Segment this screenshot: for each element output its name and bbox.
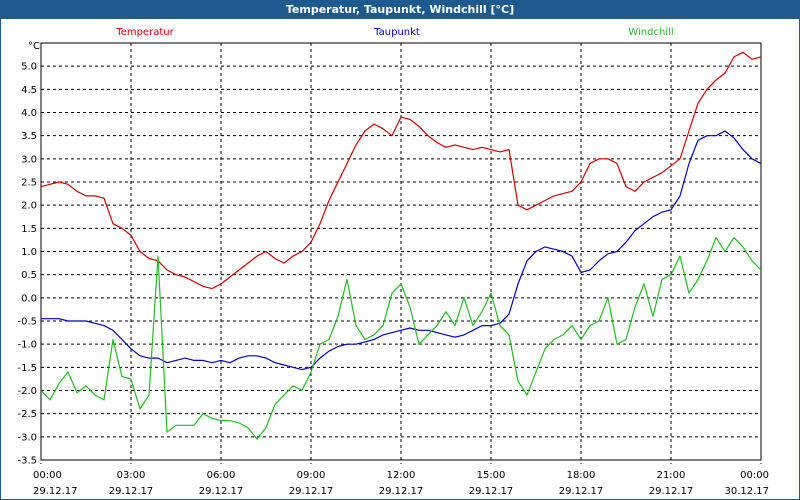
legend-windchill: Windchill [628,27,673,38]
x-axis-ticks: 00:00 29.12.17 03:00 29.12.17 06:00 29.12.17 0… [33,470,769,497]
x-tick-date-label: 29.12.17 [379,486,424,497]
x-tick-time-label: 00:00 [33,470,62,481]
y-tick-label: -2.5 [17,409,37,420]
x-tick-date-label: 29.12.17 [199,486,244,497]
y-tick-label: -2.0 [17,386,37,397]
legend-temperatur: Temperatur [115,27,174,38]
y-axis-ticks: -3.5 -3.0 -2.5 -2.0 -1.5 -1.0 -0.5 0.0 0.5 1.0 1.5… [17,62,37,467]
y-tick-label: 5.0 [21,62,37,73]
y-tick-label: 1.5 [21,224,37,235]
series-lines [40,51,762,440]
y-tick-label: 4.0 [21,108,37,119]
y-tick-label: -1.0 [17,340,37,351]
y-tick-label: 0.5 [21,270,37,281]
plot-area-border [40,42,762,461]
x-tick-time-label: 15:00 [477,470,506,481]
y-tick-label: -0.5 [17,317,37,328]
legend-taupunkt: Taupunkt [373,27,420,38]
y-tick-label: -1.5 [17,363,37,374]
y-tick-label: 3.5 [21,131,37,142]
x-tick-date-label: 29.12.17 [33,486,78,497]
series-line-temperatur [40,51,762,290]
x-tick-time-label: 06:00 [207,470,236,481]
y-tick-label: 2.5 [21,178,37,189]
series-line-windchill [40,237,762,440]
x-tick-time-label: 03:00 [117,470,146,481]
x-tick-time-label: 12:00 [387,470,416,481]
x-tick-time-label: 00:00 [740,470,769,481]
x-tick-time-label: 21:00 [657,470,686,481]
x-tick-time-label: 09:00 [297,470,326,481]
x-tick-date-label: 29.12.17 [289,486,334,497]
x-tick-date-label: 29.12.17 [109,486,154,497]
y-axis-label: °C [28,41,40,52]
y-tick-label: 2.0 [21,201,37,212]
y-tick-label: 0.0 [21,293,37,304]
grid [40,43,762,464]
x-tick-time-label: 18:00 [567,470,596,481]
y-tick-label: -3.5 [17,456,37,467]
y-tick-label: 3.0 [21,154,37,165]
series-line-taupunkt [41,130,762,371]
y-tick-label: 1.0 [21,247,37,258]
x-tick-date-label: 29.12.17 [559,486,604,497]
x-tick-date-label: 30.12.17 [724,486,769,497]
y-tick-label: -3.0 [17,432,37,443]
x-tick-date-label: 29.12.17 [469,486,514,497]
x-tick-date-label: 29.12.17 [649,486,694,497]
y-tick-label: 4.5 [21,85,37,96]
window-title: Temperatur, Taupunkt, Windchill [°C] [1,1,799,19]
